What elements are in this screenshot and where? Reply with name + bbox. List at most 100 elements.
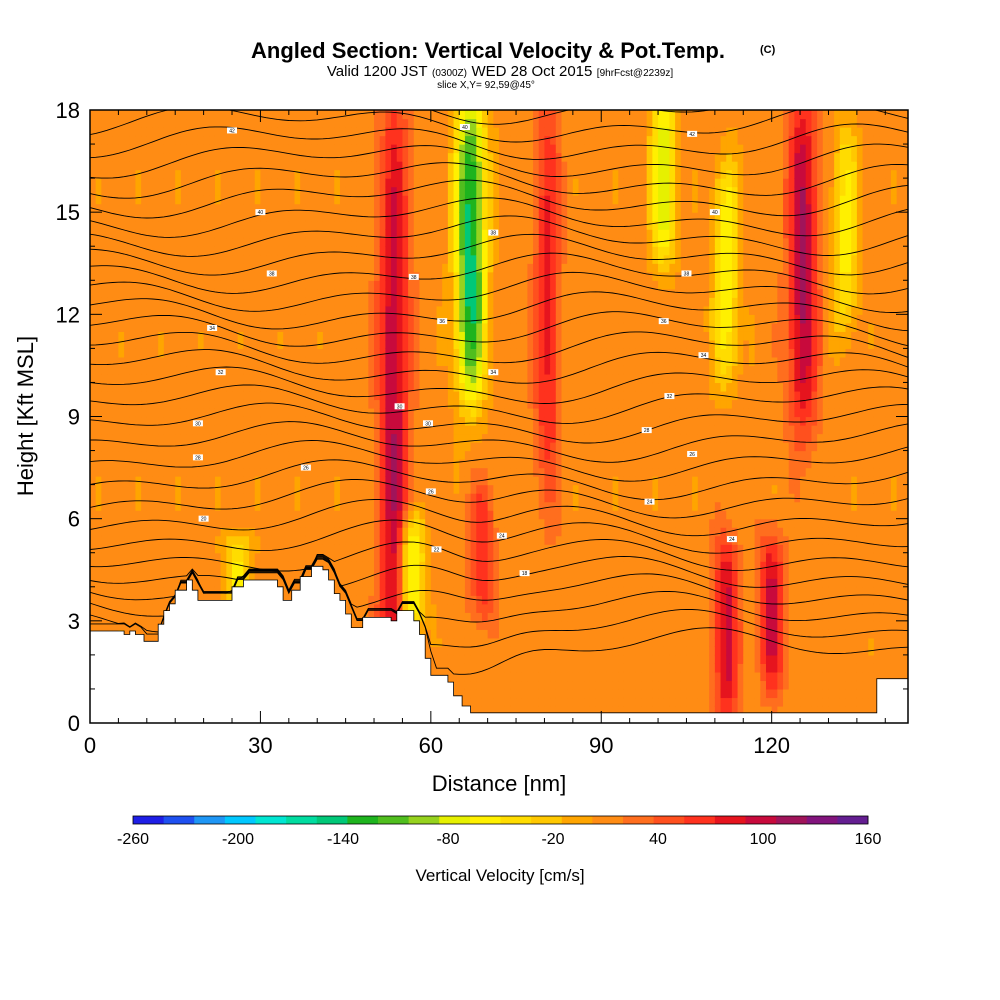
colorbar-swatch — [286, 816, 318, 824]
isentrope-label-text: 40 — [712, 210, 718, 216]
colorbar-swatch — [745, 816, 777, 824]
isentrope-label: 26 — [687, 450, 698, 458]
colorbar-swatch — [224, 816, 256, 824]
isentrope-label: 24 — [644, 498, 655, 506]
isentrope-label: 28 — [641, 427, 652, 434]
colorbar-swatch — [347, 816, 379, 824]
y-tick-label: 18 — [56, 98, 80, 123]
colorbar-tick-label: -200 — [222, 831, 254, 848]
isentrope-label-text: 28 — [644, 428, 650, 434]
isentrope-label-text: 38 — [411, 275, 417, 281]
isentrope-label-text: 24 — [647, 500, 653, 506]
isentrope-label: 26 — [300, 464, 311, 472]
x-tick-label: 60 — [419, 733, 443, 758]
isentrope-label: 34 — [698, 352, 709, 359]
x-tick-label: 90 — [589, 733, 613, 758]
terrain — [90, 565, 908, 723]
isentrope-label: 42 — [687, 130, 698, 138]
isentrope-label: 38 — [681, 270, 692, 277]
colorbar-swatch — [623, 816, 655, 824]
colorbar-swatch — [653, 816, 685, 824]
isentrope-label-text: 26 — [428, 489, 434, 495]
isentrope-label: 18 — [519, 570, 530, 577]
y-tick-label: 3 — [68, 609, 80, 634]
isentrope-label: 38 — [408, 273, 419, 281]
colorbar-swatch — [561, 816, 593, 824]
isentrope-label: 28 — [192, 454, 203, 461]
isentrope-label-text: 22 — [434, 547, 440, 553]
subtitle-forecast: [9hrFcst@2239z] — [597, 68, 674, 79]
subtitle-date: WED 28 Oct 2015 — [471, 63, 592, 80]
isentrope-label: 32 — [215, 369, 226, 376]
isentrope-label-text: 20 — [201, 517, 207, 523]
isentrope-label-text: 38 — [684, 271, 690, 277]
colorbar-swatch — [316, 816, 348, 824]
colorbar-swatch — [439, 816, 471, 824]
isentrope-label-text: 26 — [689, 452, 695, 458]
isentrope-label: 36 — [437, 318, 448, 325]
isentrope-label: 34 — [207, 324, 218, 332]
isentrope-label: 34 — [488, 369, 499, 376]
isentrope-label-text: 36 — [661, 319, 667, 325]
chart-title-unit: (C) — [760, 44, 776, 56]
isentrope-label-text: 24 — [729, 537, 735, 543]
chart-subtitle: Valid 1200 JST (0300Z) WED 28 Oct 2015 [… — [327, 63, 673, 80]
colorbar-swatch — [408, 816, 440, 824]
colorbar-swatch — [163, 816, 195, 824]
colorbar-swatch — [684, 816, 716, 824]
isentrope-label: 24 — [496, 532, 507, 540]
isentrope-label-text: 42 — [689, 132, 695, 138]
colorbar-swatch — [806, 816, 838, 824]
colorbar-tick-label: 40 — [649, 831, 667, 848]
subtitle-valid: Valid 1200 JST — [327, 63, 428, 80]
isentrope-label: 32 — [664, 393, 675, 400]
colorbar-label: Vertical Velocity [cm/s] — [415, 866, 584, 885]
isentrope-label-text: 34 — [701, 353, 707, 359]
isentrope-label-text: 28 — [195, 455, 201, 461]
colorbar-swatch — [469, 816, 501, 824]
y-axis-label: Height [Kft MSL] — [13, 336, 38, 496]
x-tick-label: 0 — [84, 733, 96, 758]
isentrope-label-text: 34 — [491, 370, 497, 376]
isentrope-label: 40 — [709, 209, 720, 216]
isentrope-label: 36 — [658, 318, 669, 325]
isentropes — [90, 110, 908, 675]
isentrope-label: 30 — [394, 403, 405, 410]
y-tick-label: 0 — [68, 711, 80, 736]
isentrope-label: 40 — [459, 124, 470, 131]
isentrope-labels: 42 40 42 40 40 38 38 38 38 36 36 34 34 32 34 32 30 30 30 28… — [192, 124, 737, 577]
colorbar-swatch — [592, 816, 624, 824]
isentrope-label-text: 40 — [462, 125, 468, 131]
isentrope-label-text: 30 — [425, 421, 431, 427]
isentrope-label-text: 24 — [499, 534, 505, 540]
isentrope-label-text: 30 — [195, 421, 201, 427]
plot-area: 42 40 42 40 40 38 38 38 38 36 36 34 34 32 34 32 30 30 30 28… — [90, 110, 908, 723]
isentrope-label: 30 — [192, 420, 203, 427]
y-tick-label: 6 — [68, 507, 80, 532]
isentrope-label-text: 40 — [258, 210, 264, 216]
isentrope-label-text: 26 — [303, 466, 309, 472]
colorbar-swatch — [531, 816, 563, 824]
isentrope-label-text: 38 — [269, 271, 275, 277]
colorbar-swatch — [776, 816, 808, 824]
isentrope-label: 30 — [422, 420, 433, 427]
isentrope-label-text: 38 — [491, 231, 497, 237]
colorbar-tick-label: 100 — [750, 831, 777, 848]
y-tick-label: 9 — [68, 405, 80, 430]
isentrope-label: 26 — [425, 488, 436, 495]
x-tick-label: 120 — [753, 733, 790, 758]
colorbar-swatch — [255, 816, 287, 824]
colorbar-frame — [132, 815, 869, 825]
colorbar-swatch — [500, 816, 532, 824]
subtitle-utc: (0300Z) — [432, 68, 467, 79]
isentrope-label-text: 36 — [439, 319, 445, 325]
x-axis-label: Distance [nm] — [432, 771, 567, 796]
y-tick-label: 12 — [56, 302, 80, 327]
colorbar-tick-label: -80 — [436, 831, 459, 848]
isentrope-label: 38 — [266, 270, 277, 277]
chart-title: Angled Section: Vertical Velocity & Pot.… — [251, 38, 725, 63]
isentrope-label-text: 42 — [229, 128, 235, 134]
isentrope-label-text: 34 — [209, 326, 215, 332]
isentrope-label: 20 — [198, 515, 209, 523]
